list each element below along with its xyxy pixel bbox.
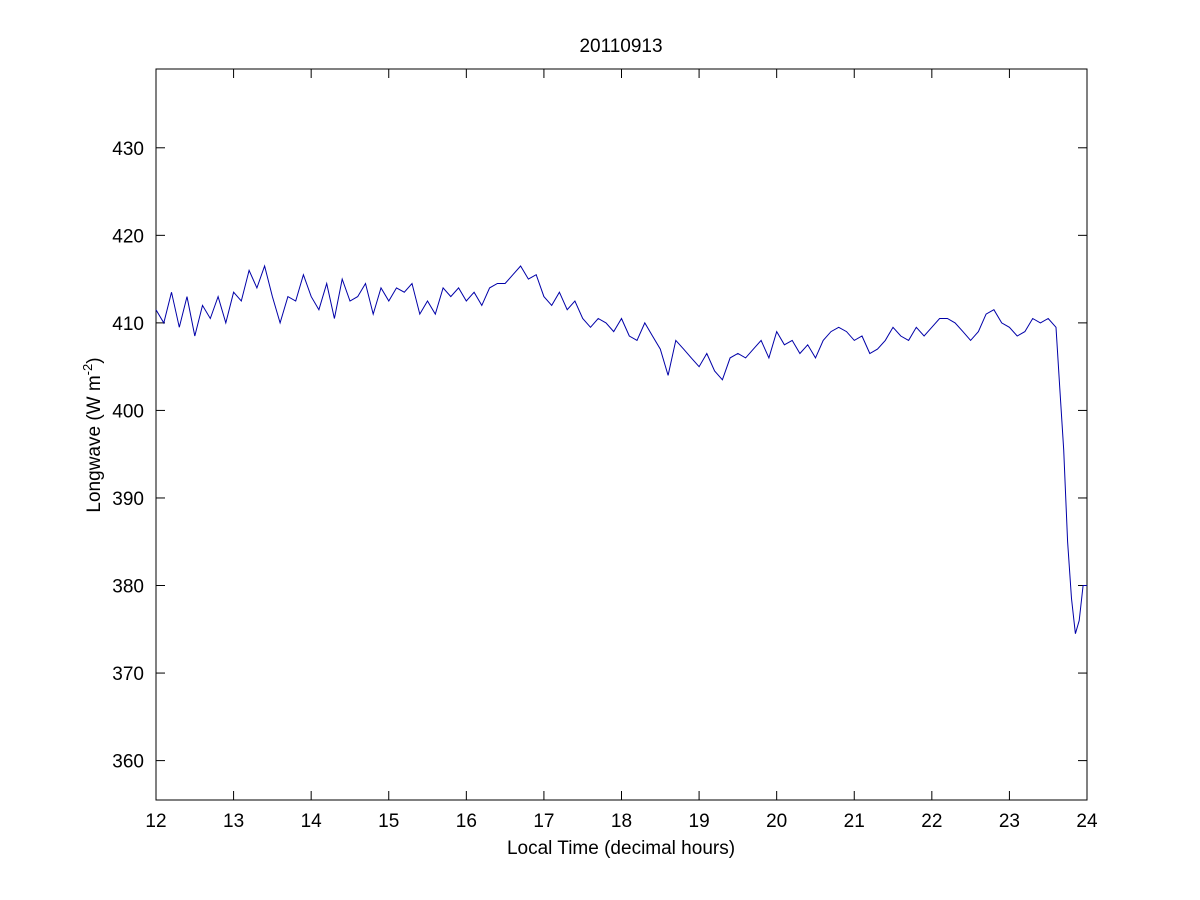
y-tick-label: 400	[112, 401, 144, 422]
y-tick-label: 370	[112, 664, 144, 685]
y-tick-label: 360	[112, 752, 144, 773]
x-tick-label: 14	[301, 811, 323, 832]
y-axis-label-main: Longwave (W m	[84, 375, 105, 512]
x-axis-label: Local Time (decimal hours)	[507, 838, 735, 859]
y-tick-label: 410	[112, 314, 144, 335]
y-axis-label: Longwave (W m-2)	[80, 357, 105, 512]
y-tick-label: 390	[112, 489, 144, 510]
y-axis-label-close: )	[84, 357, 105, 363]
x-tick-label: 24	[1076, 811, 1098, 832]
y-tick-label: 420	[112, 226, 144, 247]
x-tick-label: 15	[378, 811, 399, 832]
x-tick-label: 18	[611, 811, 632, 832]
y-axis-label-superscript: -2	[80, 364, 95, 376]
x-tick-label: 17	[533, 811, 554, 832]
x-axis: 12 13 14 15 16 17 18 19 20 21 22 23 24	[145, 69, 1098, 832]
y-tick-label: 380	[112, 577, 144, 598]
x-tick-label: 21	[844, 811, 865, 832]
longwave-series-line	[155, 264, 1087, 634]
x-tick-label: 20	[766, 811, 787, 832]
y-tick-label: 430	[112, 139, 144, 160]
x-tick-label: 22	[921, 811, 942, 832]
chart-title: 20110913	[579, 36, 662, 57]
x-tick-label: 13	[223, 811, 244, 832]
x-tick-label: 12	[145, 811, 166, 832]
x-tick-label: 19	[689, 811, 710, 832]
y-axis: 360 370 380 390 400 410 420 430	[112, 139, 1087, 773]
x-tick-label: 16	[456, 811, 477, 832]
x-tick-label: 23	[999, 811, 1020, 832]
